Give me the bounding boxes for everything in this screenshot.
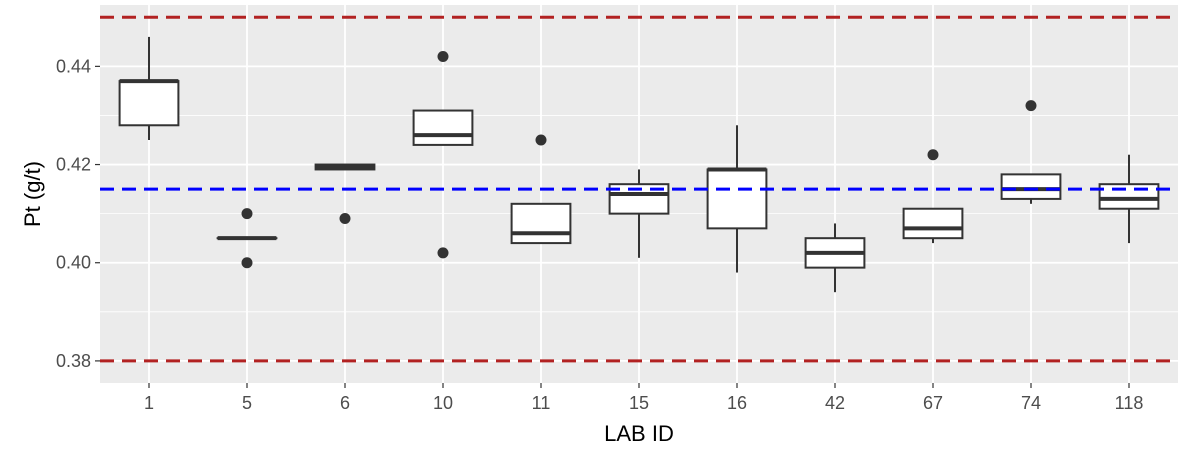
box-lab-11 — [510, 134, 572, 245]
box-lab-10 — [412, 51, 474, 259]
x-tick-label: 10 — [433, 393, 453, 413]
outlier-point — [437, 51, 449, 63]
box-lab-42 — [804, 223, 866, 293]
outlier-point — [1025, 100, 1037, 112]
x-axis-title: LAB ID — [604, 421, 674, 446]
x-tick-label: 11 — [532, 393, 551, 413]
x-axis: 1 5 6 10 11 15 16 42 67 74 118 — [144, 383, 1143, 413]
outlier-point — [535, 134, 547, 146]
y-axis: 0.38 0.40 0.42 0.44 — [56, 56, 100, 371]
y-tick-label: 0.40 — [56, 253, 91, 273]
outlier-point — [437, 247, 449, 259]
x-tick-label: 1 — [144, 393, 154, 413]
x-tick-label: 16 — [727, 393, 747, 413]
y-axis-title: Pt (g/t) — [20, 161, 45, 227]
box-iqr — [118, 80, 180, 127]
y-tick-label: 0.44 — [56, 56, 91, 76]
outlier-point — [241, 208, 253, 220]
y-tick-label: 0.38 — [56, 351, 91, 371]
box-lab-118 — [1098, 154, 1160, 244]
box-lab-16 — [706, 125, 768, 273]
reference-lines — [100, 15, 1178, 363]
boxes — [118, 36, 1160, 293]
x-tick-label: 42 — [825, 393, 845, 413]
box-lab-6 — [314, 163, 376, 225]
x-tick-label: 5 — [242, 393, 252, 413]
box-iqr — [1000, 173, 1062, 200]
x-tick-label: 74 — [1021, 393, 1041, 413]
box-lab-5 — [216, 208, 278, 269]
box-iqr — [902, 207, 964, 240]
outlier-point — [927, 149, 939, 161]
box-iqr — [1098, 183, 1160, 210]
x-tick-label: 15 — [629, 393, 649, 413]
box-iqr — [706, 168, 768, 230]
outlier-point — [339, 213, 351, 225]
box-lab-67 — [902, 149, 964, 244]
box-lab-1 — [118, 36, 180, 140]
x-tick-label: 118 — [1115, 393, 1144, 413]
x-tick-label: 67 — [923, 393, 943, 413]
x-tick-label: 6 — [340, 393, 350, 413]
y-tick-label: 0.42 — [56, 155, 91, 175]
box-iqr — [510, 202, 572, 245]
outlier-point — [241, 257, 253, 269]
box-iqr — [412, 109, 474, 146]
